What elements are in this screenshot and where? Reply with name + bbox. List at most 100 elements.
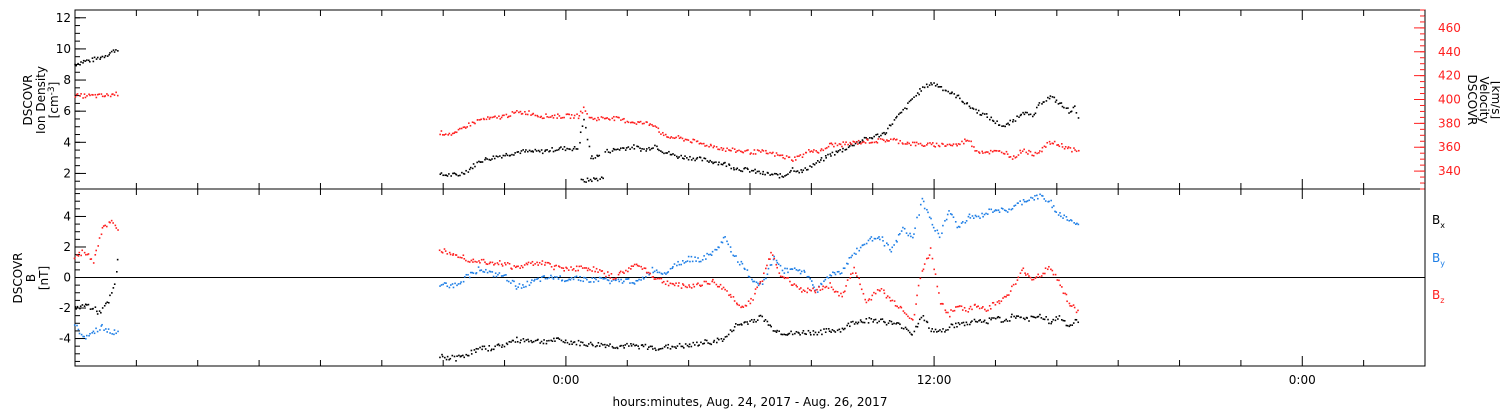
data-point bbox=[672, 266, 674, 268]
data-point bbox=[893, 137, 895, 140]
data-point bbox=[553, 337, 555, 340]
data-point bbox=[1055, 316, 1058, 318]
data-point bbox=[841, 150, 844, 153]
data-point bbox=[115, 49, 117, 51]
data-point bbox=[1058, 315, 1061, 317]
data-point bbox=[611, 345, 614, 348]
data-point bbox=[84, 60, 87, 62]
time-axis-title: hours:minutes, Aug. 24, 2017 - Aug. 26, … bbox=[613, 395, 888, 409]
data-point bbox=[600, 342, 603, 345]
data-point bbox=[468, 168, 471, 171]
data-point bbox=[648, 346, 650, 348]
data-point bbox=[775, 152, 778, 154]
data-point bbox=[946, 213, 949, 216]
data-point bbox=[539, 280, 542, 283]
data-point bbox=[461, 171, 463, 174]
data-point bbox=[743, 167, 745, 170]
data-point bbox=[1033, 199, 1036, 201]
data-point bbox=[933, 268, 935, 271]
data-point bbox=[816, 159, 819, 162]
data-point bbox=[941, 142, 943, 145]
data-point bbox=[690, 255, 693, 258]
data-point bbox=[524, 110, 526, 113]
data-point bbox=[1049, 143, 1052, 145]
data-point bbox=[1077, 149, 1080, 152]
data-point bbox=[1022, 317, 1025, 320]
data-point bbox=[1075, 112, 1078, 114]
data-point bbox=[1018, 116, 1020, 118]
data-point bbox=[887, 140, 889, 142]
data-point bbox=[786, 267, 788, 270]
data-point bbox=[740, 306, 742, 309]
data-point bbox=[704, 339, 706, 341]
data-point bbox=[553, 265, 556, 267]
data-point bbox=[1050, 322, 1052, 325]
data-point bbox=[469, 124, 472, 127]
data-point bbox=[945, 89, 947, 92]
data-point bbox=[677, 260, 679, 263]
data-point bbox=[589, 281, 592, 283]
data-point bbox=[855, 272, 857, 274]
data-point bbox=[448, 251, 451, 254]
data-point bbox=[729, 149, 731, 152]
data-point bbox=[555, 264, 557, 267]
data-point bbox=[1024, 272, 1026, 275]
data-point bbox=[955, 96, 957, 99]
data-point bbox=[831, 329, 834, 331]
data-point bbox=[850, 273, 852, 275]
data-point bbox=[859, 246, 862, 249]
data-point bbox=[722, 147, 725, 150]
data-point bbox=[1021, 150, 1024, 153]
data-point bbox=[590, 116, 593, 119]
data-point bbox=[99, 329, 101, 331]
data-point bbox=[818, 286, 820, 288]
data-point bbox=[491, 348, 493, 351]
data-point bbox=[575, 148, 578, 150]
data-point bbox=[928, 254, 931, 256]
data-point bbox=[732, 296, 735, 298]
data-point bbox=[862, 292, 865, 295]
data-point bbox=[676, 155, 678, 158]
data-point bbox=[1044, 200, 1047, 202]
data-point bbox=[1033, 316, 1035, 319]
data-point bbox=[841, 295, 844, 298]
data-point bbox=[864, 142, 867, 144]
data-point bbox=[618, 116, 620, 119]
data-point bbox=[678, 263, 681, 266]
data-point bbox=[602, 278, 605, 280]
data-point bbox=[939, 329, 941, 331]
data-point bbox=[488, 270, 491, 273]
data-point bbox=[542, 275, 545, 278]
data-point bbox=[503, 274, 506, 277]
data-point bbox=[742, 151, 745, 154]
data-point bbox=[773, 255, 775, 258]
data-point bbox=[84, 303, 87, 306]
data-point bbox=[856, 275, 858, 277]
data-point bbox=[744, 321, 746, 323]
data-point bbox=[775, 331, 778, 333]
data-point bbox=[454, 131, 456, 133]
data-point bbox=[983, 319, 986, 322]
data-point bbox=[724, 236, 726, 238]
data-point bbox=[643, 148, 645, 150]
data-point bbox=[606, 344, 608, 346]
data-point bbox=[77, 328, 80, 331]
data-point bbox=[709, 159, 712, 162]
data-point bbox=[573, 114, 576, 117]
data-point bbox=[83, 335, 85, 338]
data-point bbox=[620, 278, 622, 281]
data-point bbox=[724, 288, 726, 291]
data-point bbox=[676, 264, 678, 267]
data-point bbox=[597, 341, 600, 344]
data-point bbox=[978, 307, 981, 310]
data-point bbox=[483, 271, 486, 273]
data-point bbox=[778, 330, 780, 333]
data-point bbox=[580, 178, 583, 181]
data-point bbox=[858, 142, 861, 144]
b-axis-title-line2: B bbox=[24, 274, 38, 282]
data-point bbox=[767, 152, 769, 155]
left-tick-label: 4 bbox=[63, 209, 71, 223]
data-point bbox=[1058, 145, 1061, 148]
data-point bbox=[515, 288, 518, 290]
data-point bbox=[472, 272, 475, 274]
